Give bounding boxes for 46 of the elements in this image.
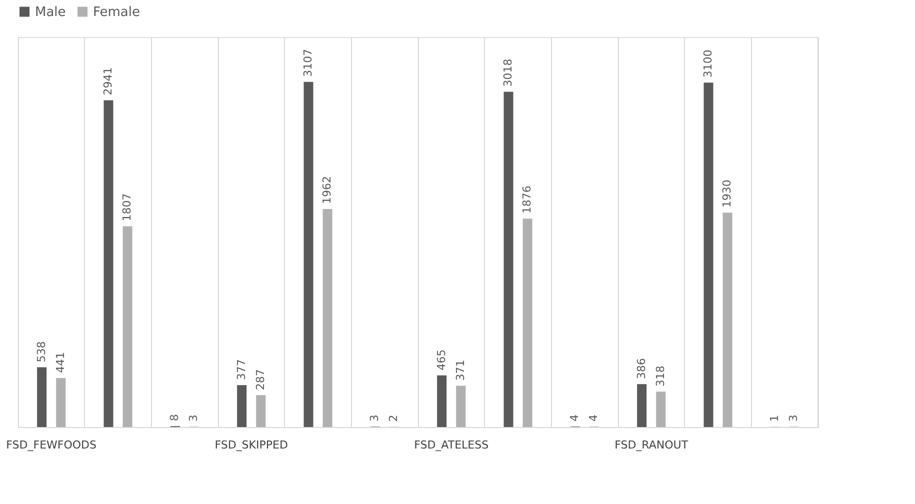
legend-label: Female xyxy=(93,4,140,20)
bar xyxy=(37,367,47,427)
bar xyxy=(322,209,332,427)
data-label: 465 xyxy=(434,349,448,370)
data-label: 1807 xyxy=(120,193,134,222)
bar xyxy=(122,226,132,427)
data-label: 4 xyxy=(568,414,582,422)
bar xyxy=(637,384,647,427)
data-label: 4 xyxy=(587,414,600,422)
data-label: 287 xyxy=(254,369,267,390)
bar xyxy=(704,82,714,427)
bar xyxy=(504,92,514,427)
bar xyxy=(722,212,732,427)
data-label: 386 xyxy=(634,358,648,380)
bar xyxy=(104,100,114,427)
data-label: 2941 xyxy=(101,67,114,96)
bar xyxy=(656,392,666,427)
x-tick-label: FSD_ATELESS xyxy=(414,438,489,452)
data-label: 1962 xyxy=(320,176,334,204)
x-tick-label: FSD_SKIPPED xyxy=(214,438,288,452)
bar xyxy=(56,378,66,427)
bar xyxy=(304,82,314,427)
data-label: 3107 xyxy=(301,48,314,77)
data-label: 8 xyxy=(168,414,182,422)
data-label: 538 xyxy=(34,341,48,362)
bar xyxy=(256,395,266,427)
legend-label: Male xyxy=(35,4,66,20)
bar xyxy=(437,375,447,427)
data-label: 1930 xyxy=(720,180,734,208)
data-label: 441 xyxy=(54,352,67,374)
data-label: 1876 xyxy=(520,186,534,214)
data-label: 371 xyxy=(454,360,467,381)
data-label: 3 xyxy=(187,414,200,422)
data-label: 377 xyxy=(234,359,248,380)
x-tick-label: FSD_FEWFOODS xyxy=(6,438,97,452)
data-label: 1 xyxy=(768,414,782,422)
data-label: 318 xyxy=(654,366,667,387)
data-label: 3100 xyxy=(701,50,714,78)
bar xyxy=(237,385,247,427)
bar xyxy=(522,218,532,427)
data-label: 2 xyxy=(387,414,400,422)
data-label: 3018 xyxy=(501,58,514,87)
x-tick-label: FSD_RANOUT xyxy=(614,438,688,452)
data-label: 3 xyxy=(787,414,800,422)
data-label: 3 xyxy=(368,414,382,422)
bar xyxy=(456,386,466,427)
